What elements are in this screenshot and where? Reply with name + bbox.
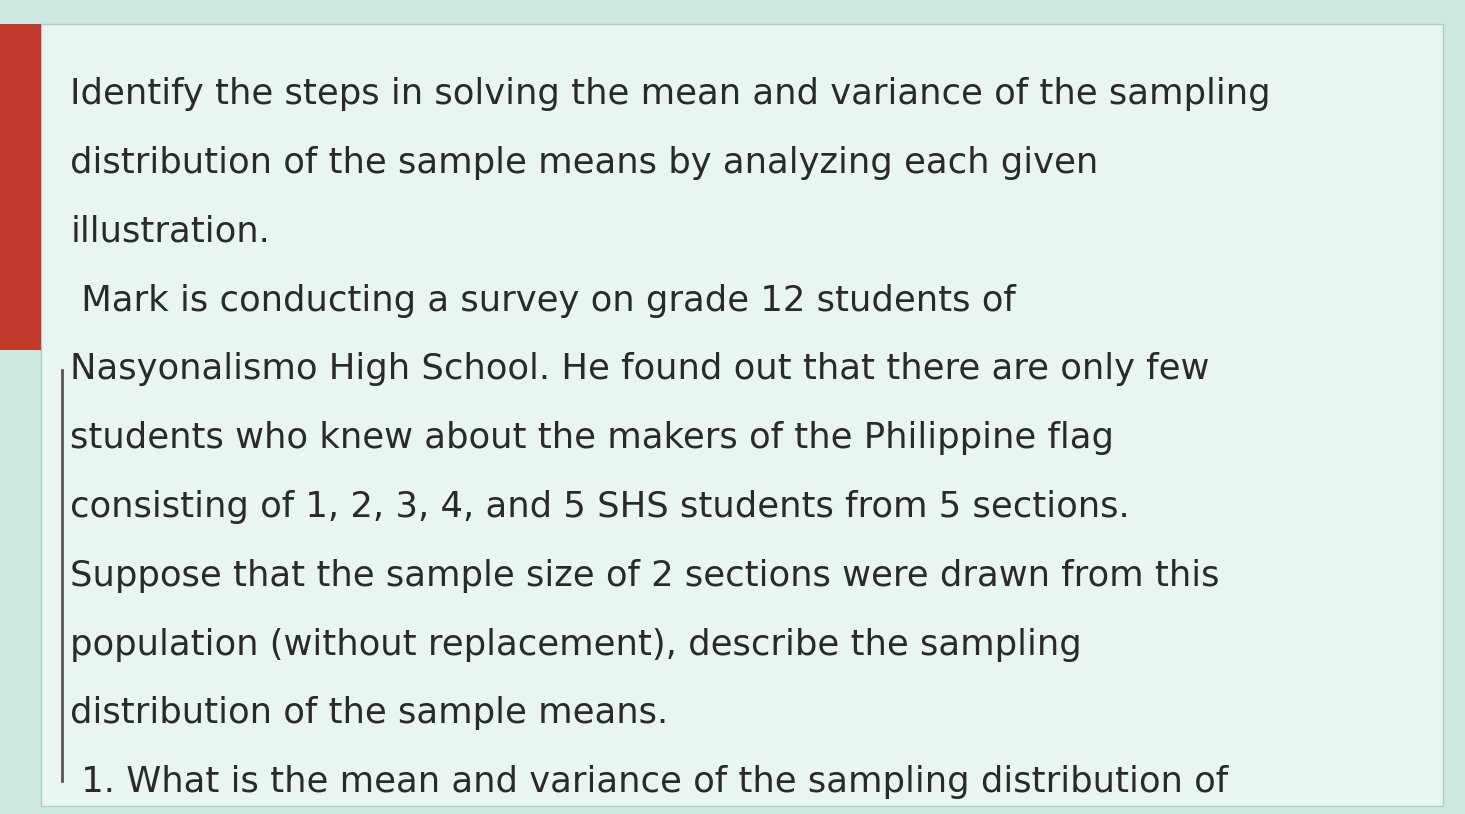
Text: Mark is conducting a survey on grade 12 students of: Mark is conducting a survey on grade 12 … <box>70 284 1017 317</box>
Text: illustration.: illustration. <box>70 215 270 249</box>
Text: Nasyonalismo High School. He found out that there are only few: Nasyonalismo High School. He found out t… <box>70 352 1210 387</box>
Text: Suppose that the sample size of 2 sections were drawn from this: Suppose that the sample size of 2 sectio… <box>70 559 1220 593</box>
Text: students who knew about the makers of the Philippine flag: students who knew about the makers of th… <box>70 422 1115 455</box>
FancyBboxPatch shape <box>41 24 1443 806</box>
Text: distribution of the sample means.: distribution of the sample means. <box>70 697 668 730</box>
Text: population (without replacement), describe the sampling: population (without replacement), descri… <box>70 628 1083 662</box>
Text: distribution of the sample means by analyzing each given: distribution of the sample means by anal… <box>70 147 1099 180</box>
Text: consisting of 1, 2, 3, 4, and 5 SHS students from 5 sections.: consisting of 1, 2, 3, 4, and 5 SHS stud… <box>70 490 1130 524</box>
Text: 1. What is the mean and variance of the sampling distribution of: 1. What is the mean and variance of the … <box>70 765 1229 799</box>
FancyBboxPatch shape <box>0 24 41 350</box>
Text: Identify the steps in solving the mean and variance of the sampling: Identify the steps in solving the mean a… <box>70 77 1272 112</box>
